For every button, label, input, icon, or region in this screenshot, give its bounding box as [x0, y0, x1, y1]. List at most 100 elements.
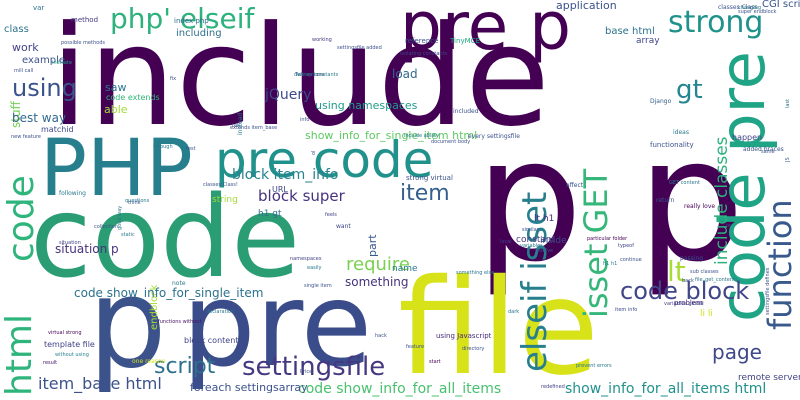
- word: pre p: [400, 0, 572, 65]
- word: really love: [684, 203, 716, 210]
- word: feature: [406, 344, 425, 350]
- word: changing: [738, 5, 762, 11]
- word: file: [398, 251, 600, 400]
- word: array: [636, 36, 660, 46]
- word: method: [71, 16, 99, 24]
- word: code: [1, 175, 42, 262]
- word: Two options: [295, 72, 325, 78]
- word: info: [300, 117, 310, 123]
- word: without using: [55, 352, 89, 358]
- word: tell: [232, 123, 240, 129]
- word: code: [30, 173, 301, 303]
- word: isset GET: [577, 168, 615, 318]
- word: namespaces: [290, 256, 322, 262]
- word: something else: [456, 270, 495, 276]
- word: situation p: [55, 242, 119, 256]
- word: back: [682, 278, 694, 284]
- word: good way: [117, 205, 123, 230]
- word: block content: [184, 336, 239, 345]
- word: jQuery: [265, 87, 312, 103]
- word: same: [761, 149, 775, 155]
- word: virtual strong: [48, 330, 82, 336]
- word: redefined: [541, 384, 565, 390]
- word: ol: [311, 150, 317, 155]
- word: every settingsfile: [468, 133, 520, 140]
- word: h1 gt: [258, 209, 282, 219]
- word: one: [268, 309, 278, 315]
- word: Django: [650, 98, 672, 105]
- word: extends item_base: [230, 125, 278, 131]
- word: base html: [605, 26, 655, 37]
- word: item info: [615, 307, 638, 313]
- word: result: [43, 360, 58, 366]
- word: super endblock: [738, 9, 777, 15]
- word: ideas: [673, 129, 689, 136]
- word: JS: [785, 157, 791, 162]
- word: working: [312, 37, 332, 43]
- word: code block: [620, 277, 750, 305]
- word: indicate: [52, 60, 72, 66]
- word: local: [500, 239, 512, 245]
- word: name: [392, 264, 418, 274]
- word: declaration: [206, 309, 235, 315]
- word: start: [429, 359, 441, 365]
- word: feels: [325, 212, 337, 218]
- word: require: [346, 254, 410, 275]
- word: item_base html: [38, 374, 162, 393]
- word: dark: [508, 309, 520, 315]
- word: PHP: [40, 124, 193, 214]
- word: following: [59, 190, 86, 197]
- word: one reason: [132, 358, 166, 365]
- word: pre code: [215, 131, 434, 189]
- word: foreach settingsarray: [190, 381, 308, 394]
- word: variables: [520, 243, 543, 249]
- word: html: [0, 313, 40, 396]
- word: gt: [676, 75, 703, 105]
- word: using namespaces: [315, 99, 418, 112]
- word: strong virtual: [406, 174, 453, 182]
- word: functionality: [650, 141, 694, 149]
- word: classes Class: [718, 4, 758, 11]
- word: php' elseif: [110, 2, 255, 35]
- word: include classes: [712, 136, 732, 265]
- word: mill call: [14, 68, 34, 74]
- word: settingsfile added: [337, 45, 382, 51]
- word: code show_info_for_all_items: [298, 381, 502, 397]
- word: include: [50, 0, 550, 157]
- word: Price: [300, 369, 313, 375]
- word: var: [33, 4, 45, 12]
- word: include ability: [404, 133, 440, 139]
- word: URL: [272, 185, 288, 194]
- word: note: [172, 280, 186, 287]
- word: single item: [304, 283, 332, 289]
- word: return: [656, 197, 675, 204]
- word: fix: [170, 76, 177, 82]
- word: similar: [522, 227, 539, 233]
- word: continue: [620, 257, 642, 263]
- word: load: [392, 67, 418, 81]
- word: page: [712, 340, 762, 364]
- word: matchid: [41, 125, 74, 134]
- word: happen: [732, 133, 763, 142]
- word: rest: [186, 146, 196, 152]
- word: last: [785, 98, 791, 108]
- word: work: [12, 41, 39, 54]
- word: document body: [431, 139, 471, 145]
- word: problem: [674, 299, 703, 307]
- word: index php: [174, 17, 209, 25]
- word: lt: [667, 255, 686, 288]
- word: saw: [105, 81, 127, 94]
- word: sub classes: [690, 269, 719, 275]
- word: constant: [516, 235, 556, 245]
- word: collection: [94, 224, 118, 230]
- word: remote server: [738, 373, 800, 383]
- word: CGI script: [762, 0, 800, 10]
- word: TinyMCE: [450, 37, 480, 45]
- word: think: [128, 200, 141, 206]
- word: typeof: [618, 243, 634, 249]
- word: using: [12, 74, 77, 102]
- word: variables global: [664, 301, 704, 307]
- word: block super: [258, 187, 345, 205]
- word: inside: [540, 236, 567, 246]
